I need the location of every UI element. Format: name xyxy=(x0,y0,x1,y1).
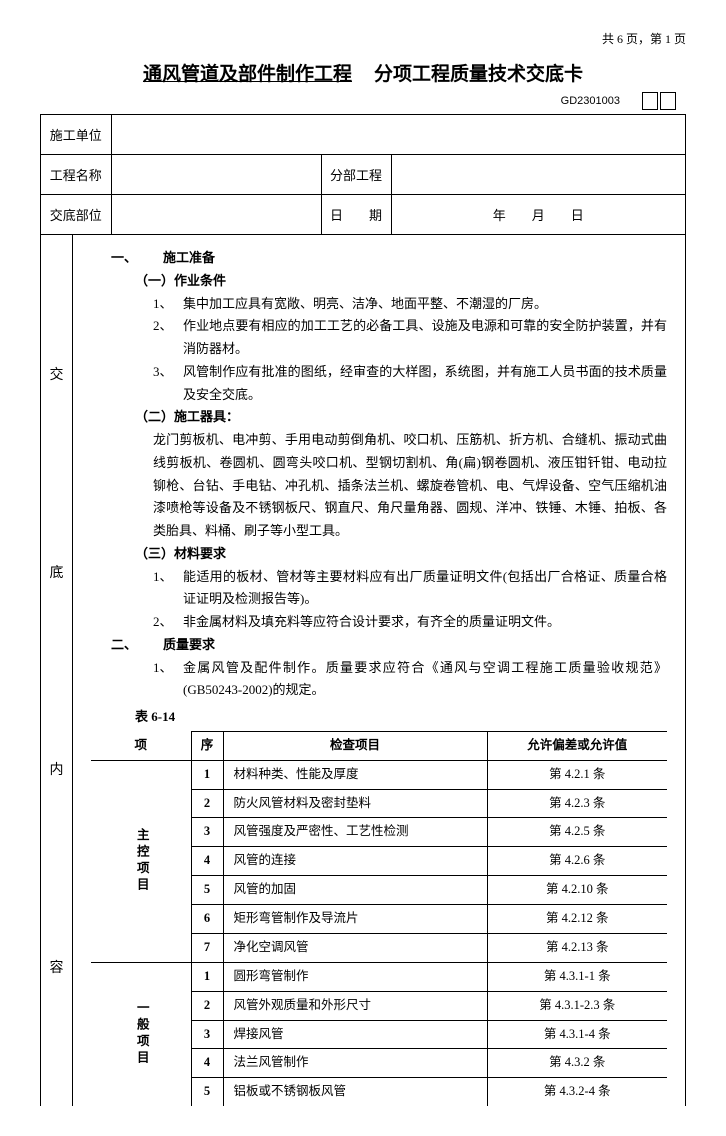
project-label: 工程名称 xyxy=(41,155,111,195)
content-column: 一、施工准备 （一）作业条件 1、集中加工应具有宽敞、明亮、洁净、地面平整、不潮… xyxy=(73,235,685,1106)
list-item: 2、非金属材料及填充料等应符合设计要求，有齐全的质量证明文件。 xyxy=(91,611,667,634)
checkbox-1 xyxy=(642,92,658,110)
title-part2: 分项工程质量技术交底卡 xyxy=(374,64,583,85)
subproject-value xyxy=(391,155,685,195)
inspection-table: 项 序 检查项目 允许偏差或允许值 主控项目1材料种类、性能及厚度第 4.2.1… xyxy=(91,731,667,1106)
category-general: 一般项目 xyxy=(91,962,191,1106)
doc-code: GD2301003 xyxy=(561,95,620,107)
title-part1: 通风管道及部件制作工程 xyxy=(143,64,370,85)
th-check: 检查项目 xyxy=(223,731,487,760)
header-table: 施工单位 工程名称 分部工程 交底部位 日 期 年 月 日 xyxy=(41,115,685,235)
th-category: 项 xyxy=(91,731,191,760)
th-value: 允许偏差或允许值 xyxy=(487,731,667,760)
part-label: 交底部位 xyxy=(41,195,111,235)
section-1-heading: 一、施工准备 xyxy=(91,247,667,270)
side-char-1: 交 xyxy=(50,364,64,384)
part-value xyxy=(111,195,321,235)
doc-code-row: GD2301003 xyxy=(40,92,686,110)
document-title: 通风管道及部件制作工程分项工程质量技术交底卡 xyxy=(40,59,686,86)
form-container: 施工单位 工程名称 分部工程 交底部位 日 期 年 月 日 交 底 内 容 一、… xyxy=(40,114,686,1106)
section-2-heading: 二、质量要求 xyxy=(91,634,667,657)
category-main: 主控项目 xyxy=(91,760,191,962)
date-label: 日 期 xyxy=(321,195,391,235)
list-item: 1、金属风管及配件制作。质量要求应符合《通风与空调工程施工质量验收规范》(GB5… xyxy=(91,657,667,703)
side-char-2: 底 xyxy=(50,562,64,582)
subsection-1-1-heading: （一）作业条件 xyxy=(91,270,667,293)
side-label-column: 交 底 内 容 xyxy=(41,235,73,1106)
list-item: 3、风管制作应有批准的图纸，经审查的大样图，系统图，并有施工人员书面的技术质量及… xyxy=(91,361,667,407)
subsection-1-3-heading: （三）材料要求 xyxy=(91,543,667,566)
unit-label: 施工单位 xyxy=(41,115,111,155)
th-seq: 序 xyxy=(191,731,223,760)
page-number: 共 6 页，第 1 页 xyxy=(40,30,686,47)
date-value: 年 月 日 xyxy=(391,195,685,235)
side-char-4: 容 xyxy=(50,957,64,977)
side-char-3: 内 xyxy=(50,759,64,779)
project-value xyxy=(111,155,321,195)
table-label: 表 6-14 xyxy=(91,706,667,729)
checkbox-2 xyxy=(660,92,676,110)
list-item: 1、能适用的板材、管材等主要材料应有出厂质量证明文件(包括出厂合格证、质量合格证… xyxy=(91,566,667,612)
main-content-row: 交 底 内 容 一、施工准备 （一）作业条件 1、集中加工应具有宽敞、明亮、洁净… xyxy=(41,235,685,1106)
tools-paragraph: 龙门剪板机、电冲剪、手用电动剪倒角机、咬口机、压筋机、折方机、合缝机、振动式曲线… xyxy=(91,429,667,543)
table-row: 主控项目1材料种类、性能及厚度第 4.2.1 条 xyxy=(91,760,667,789)
unit-value xyxy=(111,115,685,155)
list-item: 2、作业地点要有相应的加工工艺的必备工具、设施及电源和可靠的安全防护装置，并有消… xyxy=(91,315,667,361)
subproject-label: 分部工程 xyxy=(321,155,391,195)
subsection-1-2-heading: （二）施工器具： xyxy=(91,406,667,429)
table-row: 一般项目1圆形弯管制作第 4.3.1-1 条 xyxy=(91,962,667,991)
list-item: 1、集中加工应具有宽敞、明亮、洁净、地面平整、不潮湿的厂房。 xyxy=(91,293,667,316)
